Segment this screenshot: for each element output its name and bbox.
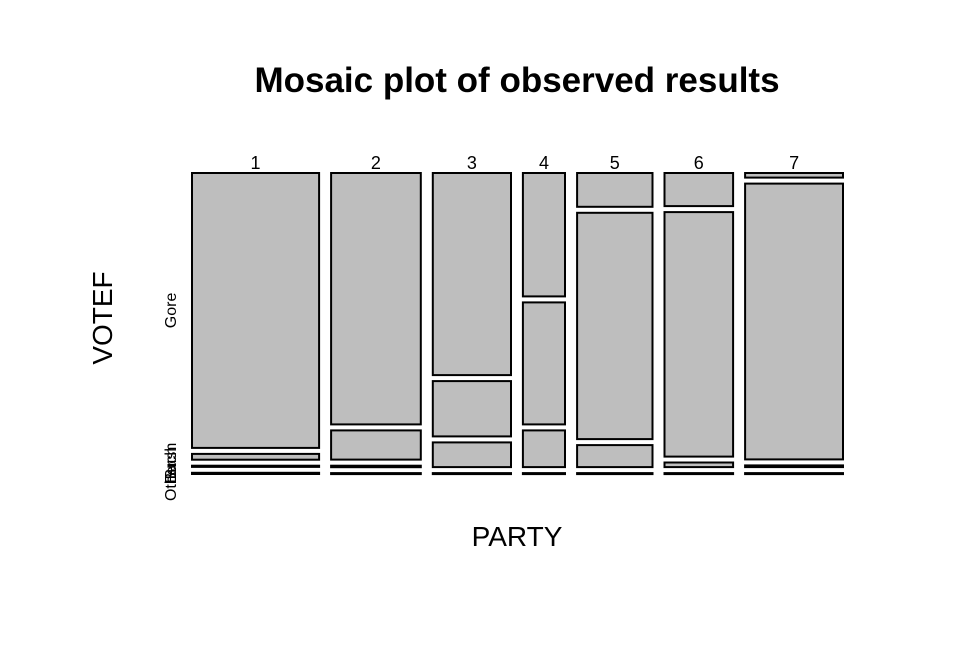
mosaic-tile-party-4-gore xyxy=(521,172,567,298)
mosaic-tile-party-4-other xyxy=(521,429,567,469)
mosaic-tiles xyxy=(191,172,844,476)
mosaic-tile-party-7-other xyxy=(744,464,844,469)
mosaic-tile-party-6-other xyxy=(663,461,735,469)
mosaic-tile-party-2-gore xyxy=(330,172,422,426)
mosaic-tile-party-7-gore xyxy=(744,172,844,179)
x-tick-label: 1 xyxy=(250,153,260,173)
x-tick-label: 6 xyxy=(694,153,704,173)
mosaic-tile-party-5-other xyxy=(576,444,654,469)
mosaic-tile-party-7-buch xyxy=(744,472,844,476)
x-tick-label: 3 xyxy=(467,153,477,173)
chart-title: Mosaic plot of observed results xyxy=(254,61,779,100)
y-axis-title: VOTEF xyxy=(87,271,118,364)
mosaic-tile-party-7-bush xyxy=(744,182,844,461)
x-axis-title: PARTY xyxy=(472,521,563,552)
mosaic-tile-party-2-buch xyxy=(330,472,422,476)
x-tick-label: 2 xyxy=(371,153,381,173)
mosaic-tile-party-2-other xyxy=(330,464,422,469)
mosaic-tile-party-1-gore xyxy=(191,172,321,449)
mosaic-tile-party-4-bush xyxy=(521,301,567,426)
mosaic-tile-party-1-buch xyxy=(191,471,321,475)
mosaic-tile-party-2-bush xyxy=(330,429,422,461)
mosaic-tile-party-1-bush xyxy=(191,452,321,461)
x-tick-label: 4 xyxy=(539,153,549,173)
y-tick-label-gore: Gore xyxy=(163,293,180,329)
y-tick-label-other: Other xyxy=(163,460,180,501)
mosaic-tile-party-5-buch xyxy=(576,472,654,476)
x-tick-labels: 1 2 3 4 5 6 7 xyxy=(250,153,799,173)
mosaic-tile-party-4-buch xyxy=(521,472,567,476)
x-tick-label: 5 xyxy=(610,153,620,173)
mosaic-tile-party-3-gore xyxy=(431,172,512,377)
mosaic-tile-party-3-bush xyxy=(431,380,512,438)
mosaic-tile-party-3-buch xyxy=(431,472,512,476)
x-tick-label: 7 xyxy=(789,153,799,173)
mosaic-tile-party-6-bush xyxy=(663,211,735,458)
mosaic-tile-party-5-bush xyxy=(576,211,654,441)
mosaic-tile-party-1-other xyxy=(191,464,321,468)
y-tick-label-buch: Buch xyxy=(163,447,180,483)
mosaic-tile-party-5-gore xyxy=(576,172,654,208)
mosaic-tile-party-3-other xyxy=(431,441,512,469)
y-tick-label-bush: Bush xyxy=(163,443,180,479)
mosaic-tile-party-6-gore xyxy=(663,172,735,208)
mosaic-tile-party-6-buch xyxy=(663,472,735,476)
